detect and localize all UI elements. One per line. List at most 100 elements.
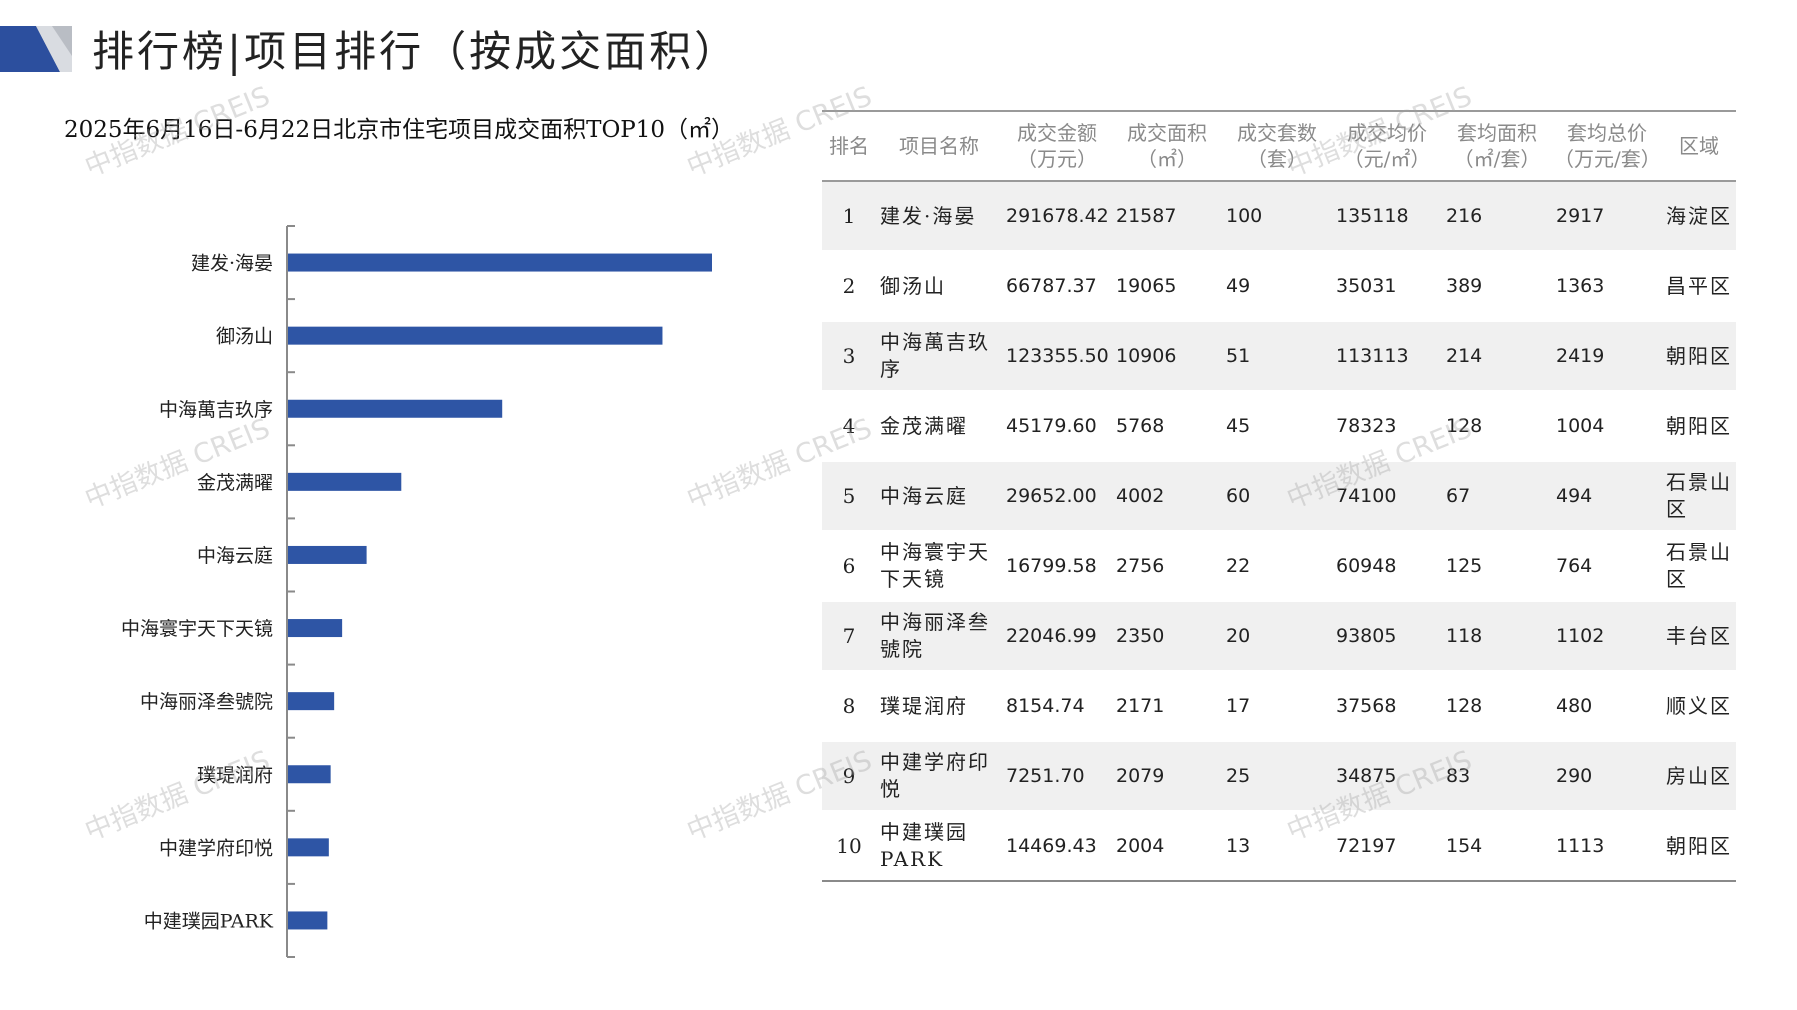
table-cell: 45 [1226, 414, 1251, 437]
bar-category-label: 中海萬吉玖序 [159, 399, 273, 421]
table-cell: 4 [842, 413, 856, 438]
table-cell: 17 [1226, 694, 1251, 717]
table-cell: 5768 [1116, 414, 1165, 437]
table-cell: 中海丽泽叁號院 [876, 601, 1002, 671]
table-cell: 2171 [1116, 694, 1165, 717]
bar-5 [288, 545, 367, 564]
table-cell: 128 [1446, 414, 1483, 437]
table-row: 9 中建学府印悦 7251.70 2079 25 34875 83 290 房山区 [822, 741, 1736, 811]
table-cell: 1 [822, 181, 876, 251]
header-decoration-icon [0, 26, 72, 72]
bar-2 [288, 326, 663, 345]
table-header-cell: 成交均价 （元/㎡） [1332, 110, 1442, 182]
table-cell: 9 [822, 741, 876, 811]
table-cell: 29652.00 [1002, 461, 1112, 531]
table-cell: 35031 [1336, 274, 1397, 297]
table-cell: 494 [1552, 461, 1662, 531]
table-header-text: （万元） [1017, 147, 1097, 171]
page-title: 排行榜|项目排行（按成交面积） [92, 27, 740, 76]
table-header-text: 套均总价 [1567, 121, 1647, 145]
table-cell: 2350 [1112, 601, 1222, 671]
table-header-row: 排名 项目名称 成交金额 （万元） 成交面积 （㎡） 成交套数 （套） 成交均价 （元/㎡） 套均面… [822, 110, 1736, 182]
table-cell: 20 [1222, 601, 1332, 671]
table-cell: 1113 [1556, 834, 1605, 857]
bar-category-label: 建发·海晏 [191, 253, 273, 275]
table-cell: 中建学府印悦 [876, 741, 1002, 811]
bar-category-label: 中海云庭 [197, 545, 273, 567]
table-cell: 4002 [1112, 461, 1222, 531]
table-row: 4 金茂满曜 45179.60 5768 45 78323 128 1004 朝阳区 [822, 391, 1736, 461]
table-cell: 2079 [1112, 741, 1222, 811]
table-cell: 74100 [1332, 461, 1442, 531]
table-header-cell: 项目名称 [876, 110, 1002, 182]
table-cell: 45179.60 [1006, 414, 1097, 437]
bar-7 [288, 692, 335, 711]
bar-4 [288, 472, 402, 491]
bar-category-label: 御汤山 [216, 326, 273, 348]
table-header-text: 成交均价 [1347, 121, 1427, 145]
bar-category-label: 中海寰宇天下天镜 [121, 618, 273, 640]
table-cell: 83 [1442, 741, 1552, 811]
table-header-cell: 排名 [822, 110, 876, 182]
table-cell: 118 [1442, 601, 1552, 671]
table-cell: 顺义区 [1666, 693, 1732, 718]
table-cell: 113113 [1332, 321, 1442, 391]
table-row: 5 中海云庭 29652.00 4002 60 74100 67 494 石景山区 [822, 461, 1736, 531]
table-header-cell: 套均总价 （万元/套） [1552, 110, 1662, 182]
table-cell: 13 [1226, 834, 1251, 857]
table-cell: 房山区 [1662, 741, 1736, 811]
bar-1 [288, 253, 712, 272]
table-header-text: 排名 [829, 134, 869, 158]
table-header-cell: 区域 [1662, 110, 1736, 182]
table-cell: 67 [1442, 461, 1552, 531]
table-header-text: 项目名称 [899, 134, 979, 158]
table-cell: 御汤山 [880, 273, 946, 298]
table-row: 3 中海萬吉玖序 123355.50 10906 51 113113 214 2419 朝阳区 [822, 321, 1736, 391]
bar-9 [288, 838, 329, 857]
table-cell: 7 [822, 601, 876, 671]
chart-title: 2025年6月16日-6月22日北京市住宅项目成交面积TOP10（㎡） [64, 117, 735, 143]
table-cell: 海淀区 [1662, 181, 1736, 251]
table-cell: 5 [822, 461, 876, 531]
table-cell: 66787.37 [1006, 274, 1097, 297]
table-cell: 昌平区 [1666, 273, 1732, 298]
table-cell: 123355.50 [1002, 321, 1112, 391]
table-cell: 154 [1446, 834, 1483, 857]
table-cell: 中建璞园PARK [880, 820, 968, 871]
table-cell: 128 [1446, 694, 1483, 717]
table-row: 2 御汤山 66787.37 19065 49 35031 389 1363 昌平区 [822, 251, 1736, 321]
bar-8 [288, 765, 331, 784]
table-header-text: 区域 [1679, 134, 1719, 158]
table-header-text: 成交金额 [1017, 121, 1097, 145]
bar-category-label: 金茂满曜 [197, 472, 273, 494]
table-cell: 93805 [1332, 601, 1442, 671]
table-cell: 建发·海晏 [876, 181, 1002, 251]
table-cell: 2756 [1116, 554, 1165, 577]
table-cell: 7251.70 [1002, 741, 1112, 811]
table-cell: 1102 [1552, 601, 1662, 671]
table-header-cell: 成交面积 （㎡） [1112, 110, 1222, 182]
table-cell: 1004 [1556, 414, 1605, 437]
table-cell: 3 [822, 321, 876, 391]
table-cell: 480 [1556, 694, 1593, 717]
header-deco-dark-shape [0, 26, 60, 72]
table-header-text: （㎡/套） [1453, 147, 1541, 171]
table-header-cell: 套均面积 （㎡/套） [1442, 110, 1552, 182]
table-cell: 37568 [1336, 694, 1397, 717]
table-cell: 朝阳区 [1662, 321, 1736, 391]
bar-10 [288, 911, 328, 930]
table-row: 6 中海寰宇天下天镜 16799.58 2756 22 60948 125 764 石景山区 [822, 531, 1736, 601]
bar-category-label: 中海丽泽叁號院 [140, 691, 273, 713]
table-cell: 291678.42 [1002, 181, 1112, 251]
table-cell: 764 [1556, 554, 1593, 577]
table-cell: 朝阳区 [1666, 833, 1732, 858]
table-header-text: （万元/套） [1554, 147, 1661, 171]
table-cell: 丰台区 [1662, 601, 1736, 671]
table-body: 1 建发·海晏 291678.42 21587 100 135118 216 2917 海淀区 2… [822, 181, 1736, 881]
table-cell: 10 [836, 833, 862, 858]
table-cell: 璞瑅润府 [880, 693, 968, 718]
table-cell: 朝阳区 [1666, 413, 1732, 438]
table-cell: 49 [1226, 274, 1251, 297]
table-cell: 16799.58 [1006, 554, 1097, 577]
table-cell: 6 [842, 553, 856, 578]
